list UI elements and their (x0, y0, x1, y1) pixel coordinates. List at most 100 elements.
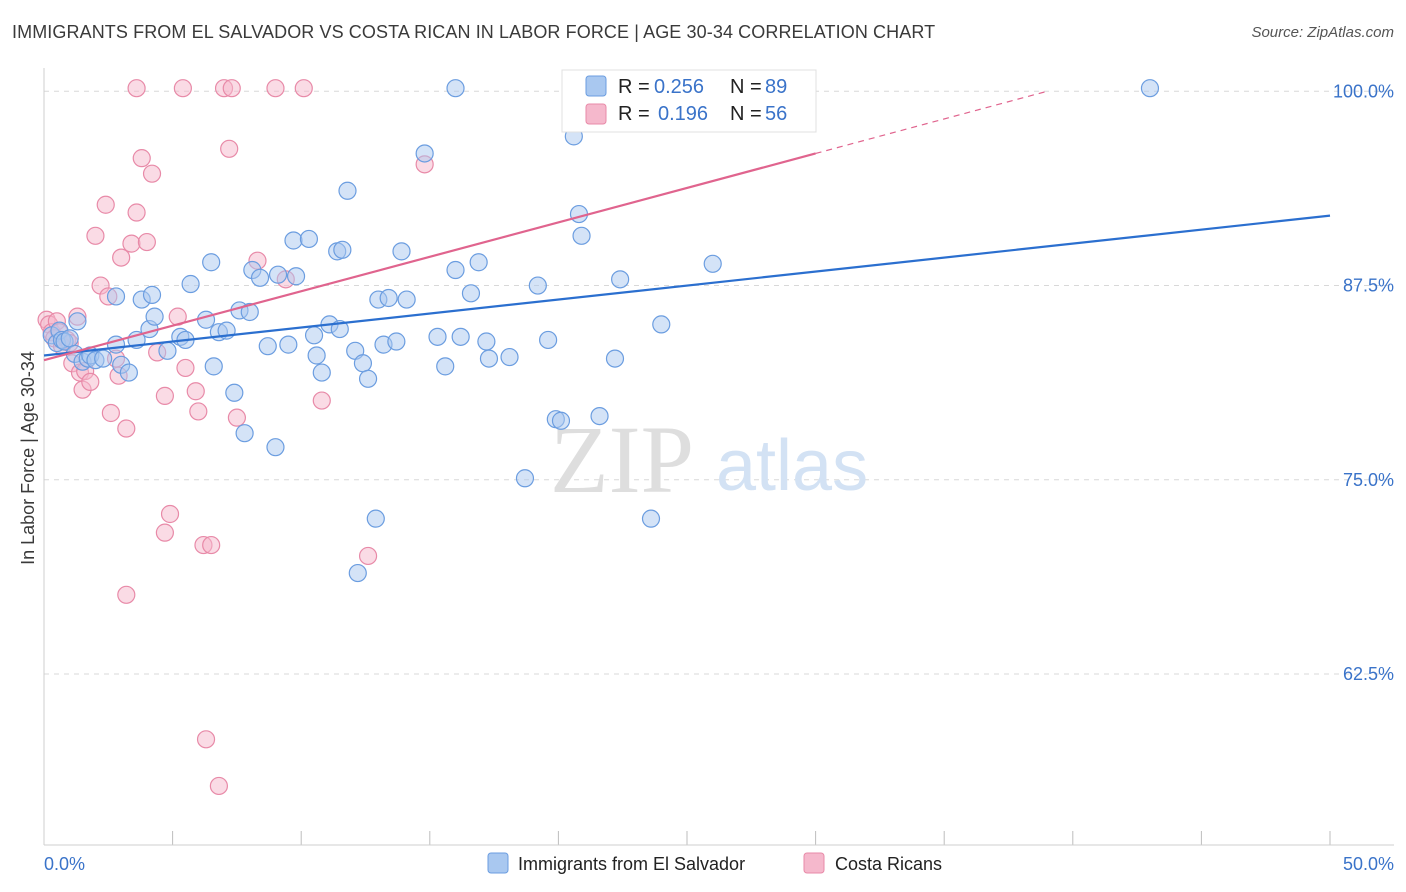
el-salvador-point (551, 411, 571, 430)
legend-n-label-2: N = (730, 103, 762, 125)
legend-r-value-2: 0.196 (658, 103, 708, 125)
costa-rican-point (127, 203, 146, 222)
el-salvador-point (353, 354, 373, 373)
costa-rican-point (155, 386, 174, 405)
legend-bottom: Immigrants from El Salvador Costa Ricans (487, 852, 942, 874)
axes (43, 68, 1394, 846)
trend-lines (43, 90, 1331, 362)
y-axis-label: In Labor Force | Age 30-34 (18, 351, 38, 565)
el-salvador-point (106, 287, 126, 306)
costa-rican-point (312, 391, 331, 410)
el-salvador-point (266, 438, 285, 457)
costa-rican-point (96, 195, 115, 214)
costa-rican-point (132, 149, 151, 168)
x-tick-label-max: 50.0% (1343, 854, 1394, 874)
el-salvador-point (572, 226, 591, 245)
el-salvador-point (1140, 79, 1160, 98)
el-salvador-point (286, 267, 306, 286)
legend-bottom-label-pink: Costa Ricans (835, 854, 942, 874)
el-salvador-point (415, 144, 434, 163)
legend-r-label-1: R = (618, 76, 650, 98)
watermark: ZIP atlas (550, 406, 868, 513)
costa-rican-point (101, 403, 120, 423)
legend-n-value-2: 56 (765, 103, 787, 125)
el-salvador-point (225, 383, 244, 402)
costa-rican-trend-line (43, 152, 816, 362)
el-salvador-point (333, 240, 352, 259)
legend-n-label-1: N = (730, 76, 762, 98)
el-salvador-point (145, 307, 164, 326)
costa-rican-point (294, 79, 313, 98)
el-salvador-point (258, 337, 277, 356)
costa-rican-point (155, 523, 174, 542)
el-salvador-point (366, 509, 385, 528)
el-salvador-point (652, 315, 671, 334)
el-salvador-point (142, 285, 162, 304)
el-salvador-point (392, 242, 411, 261)
legend-top: R = 0.256 N = 89 R = 0.196 N = 56 (561, 69, 817, 133)
el-salvador-trend-line (43, 214, 1331, 357)
el-salvador-point (446, 260, 465, 280)
y-tick-label: 75.0% (1343, 470, 1394, 490)
costa-rican-point (176, 358, 195, 378)
el-salvador-point (590, 406, 609, 426)
costa-rican-point (186, 382, 205, 401)
y-tick-label: 87.5% (1343, 276, 1394, 296)
el-salvador-point (204, 357, 223, 376)
el-salvador-point (479, 349, 499, 368)
el-salvador-point (196, 310, 216, 329)
el-salvador-point (461, 284, 481, 303)
costa-rican-point (209, 776, 228, 796)
costa-rican-point (227, 408, 246, 427)
watermark-atlas: atlas (716, 426, 868, 506)
legend-r-label-2: R = (618, 103, 650, 125)
el-salvador-point (68, 312, 87, 331)
costa-rican-point (189, 402, 208, 421)
costa-rican-point (122, 234, 141, 253)
el-salvador-point (611, 270, 630, 289)
el-salvador-point (119, 363, 138, 382)
x-tick-label-min: 0.0% (44, 854, 85, 874)
el-salvador-point (235, 424, 254, 443)
costa-rican-point (196, 730, 216, 749)
el-salvador-point (158, 341, 177, 360)
costa-rican-point (112, 248, 131, 267)
el-salvador-point (299, 229, 319, 249)
el-salvador-point (500, 347, 519, 367)
costa-rican-point (160, 504, 180, 524)
el-salvador-point (379, 288, 398, 308)
el-salvador-point (268, 265, 288, 284)
el-salvador-point (446, 79, 465, 98)
el-salvador-point (515, 469, 535, 488)
source-label: Source: ZipAtlas.com (1251, 24, 1394, 41)
el-salvador-point (304, 326, 324, 345)
costa-rican-point (81, 372, 100, 392)
costa-rican-point (358, 546, 378, 566)
el-salvador-point (348, 563, 367, 583)
y-tick-label: 100.0% (1333, 81, 1394, 101)
legend-r-value-1: 0.256 (654, 76, 704, 98)
el-salvador-point (451, 327, 470, 346)
el-salvador-point (477, 332, 496, 351)
el-salvador-point (569, 204, 589, 224)
legend-bottom-swatch-blue (487, 852, 509, 874)
el-salvador-point (436, 357, 455, 376)
el-salvador-point (387, 332, 406, 351)
legend-swatch-blue (585, 75, 607, 97)
costa-rican-point (86, 226, 105, 245)
el-salvador-point (539, 330, 558, 350)
el-salvador-point (250, 268, 270, 287)
legend-bottom-swatch-pink (803, 852, 825, 874)
legend-swatch-pink (585, 103, 607, 125)
y-tick-labels: 62.5% 75.0% 87.5% 100.0% (1333, 81, 1394, 684)
watermark-zip: ZIP (550, 406, 694, 513)
el-salvador-point (312, 363, 331, 382)
el-salvador-point (94, 349, 113, 368)
costa-rican-point (222, 79, 241, 98)
el-salvador-point (60, 329, 79, 348)
costa-rican-point (202, 535, 221, 555)
el-salvador-point (469, 253, 488, 272)
el-salvador-point (338, 181, 357, 200)
el-salvador-point (528, 276, 547, 295)
